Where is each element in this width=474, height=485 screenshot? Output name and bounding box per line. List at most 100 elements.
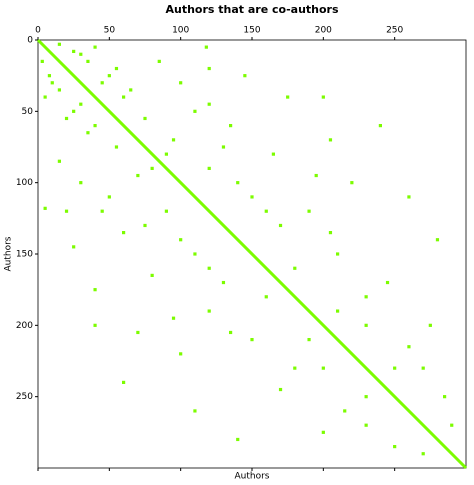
entry (278, 387, 283, 392)
entry (93, 288, 97, 292)
entry (79, 181, 83, 185)
entry (114, 145, 119, 149)
entry (150, 166, 154, 170)
entry (385, 280, 390, 285)
entry (364, 423, 368, 427)
entry (164, 209, 168, 213)
entry (343, 409, 347, 413)
x-tick-label: 50 (104, 26, 116, 36)
entry (171, 316, 176, 320)
entry (264, 295, 268, 299)
entry (122, 95, 126, 99)
entry (193, 409, 197, 413)
x-tick-label: 100 (172, 26, 189, 36)
entry (47, 74, 52, 78)
x-tick-label: 200 (315, 26, 332, 36)
entry (207, 102, 211, 106)
entry (86, 131, 90, 135)
entry (364, 323, 368, 327)
entry (321, 430, 325, 434)
entry (286, 95, 290, 99)
entry (100, 81, 104, 85)
entry (107, 74, 111, 78)
entry (321, 95, 325, 99)
entry (421, 366, 425, 370)
y-tick-label: 250 (16, 392, 33, 402)
entry (250, 338, 254, 342)
entry (229, 124, 233, 128)
entry (307, 209, 311, 213)
entry (193, 252, 197, 256)
entry (364, 395, 368, 399)
y-axis-label: Authors (4, 236, 14, 271)
entry (100, 209, 104, 213)
diagonal (36, 38, 468, 470)
x-tick-label: 150 (243, 26, 260, 36)
chart-title: Authors that are co-authors (165, 3, 338, 16)
entry (143, 116, 147, 121)
entry (122, 380, 126, 384)
entry (314, 173, 318, 178)
entry (136, 330, 140, 335)
entry (278, 223, 283, 228)
entry (221, 280, 226, 285)
entry (136, 173, 140, 178)
entry (193, 109, 197, 113)
entry (72, 109, 76, 113)
entry (264, 209, 268, 213)
entry (107, 195, 111, 199)
entry (271, 152, 275, 156)
y-tick-label: 200 (16, 321, 33, 331)
entry (207, 66, 211, 71)
entry (350, 181, 354, 185)
entry (179, 352, 183, 356)
entry (293, 366, 297, 370)
entry (407, 195, 411, 199)
x-tick-label: 0 (35, 26, 41, 36)
entry (250, 195, 254, 199)
entry (407, 345, 411, 349)
entry (150, 273, 154, 277)
entry (328, 231, 333, 235)
entry (72, 49, 76, 54)
entry (64, 209, 69, 213)
entry (157, 59, 161, 63)
entry (336, 309, 340, 313)
entry (129, 88, 133, 92)
x-axis-label: Authors (235, 472, 270, 482)
entry (243, 74, 247, 78)
entry (364, 295, 368, 299)
x-tick-label: 250 (386, 26, 403, 36)
entry (378, 124, 382, 128)
entry (43, 95, 47, 99)
entry (421, 452, 425, 456)
entry (57, 42, 61, 46)
entry (50, 81, 54, 85)
entry (79, 52, 83, 56)
entry (435, 238, 440, 242)
entry (143, 223, 147, 228)
entry (393, 366, 397, 370)
entry (450, 423, 454, 427)
entry (236, 181, 240, 185)
y-tick-label: 0 (27, 36, 33, 46)
entry (179, 81, 183, 85)
entry (64, 116, 69, 121)
entry (40, 59, 44, 63)
entry (221, 145, 226, 149)
entry (93, 124, 97, 128)
entry (93, 323, 97, 327)
entry (428, 323, 432, 327)
entry (179, 238, 183, 242)
entry (114, 66, 119, 71)
y-tick-label: 100 (16, 178, 33, 188)
entry (393, 445, 397, 449)
entry (57, 159, 61, 163)
entry (207, 166, 211, 170)
entry (293, 266, 297, 270)
entry (93, 45, 97, 49)
entry (328, 138, 333, 142)
entry (43, 206, 47, 210)
entry (236, 437, 240, 442)
